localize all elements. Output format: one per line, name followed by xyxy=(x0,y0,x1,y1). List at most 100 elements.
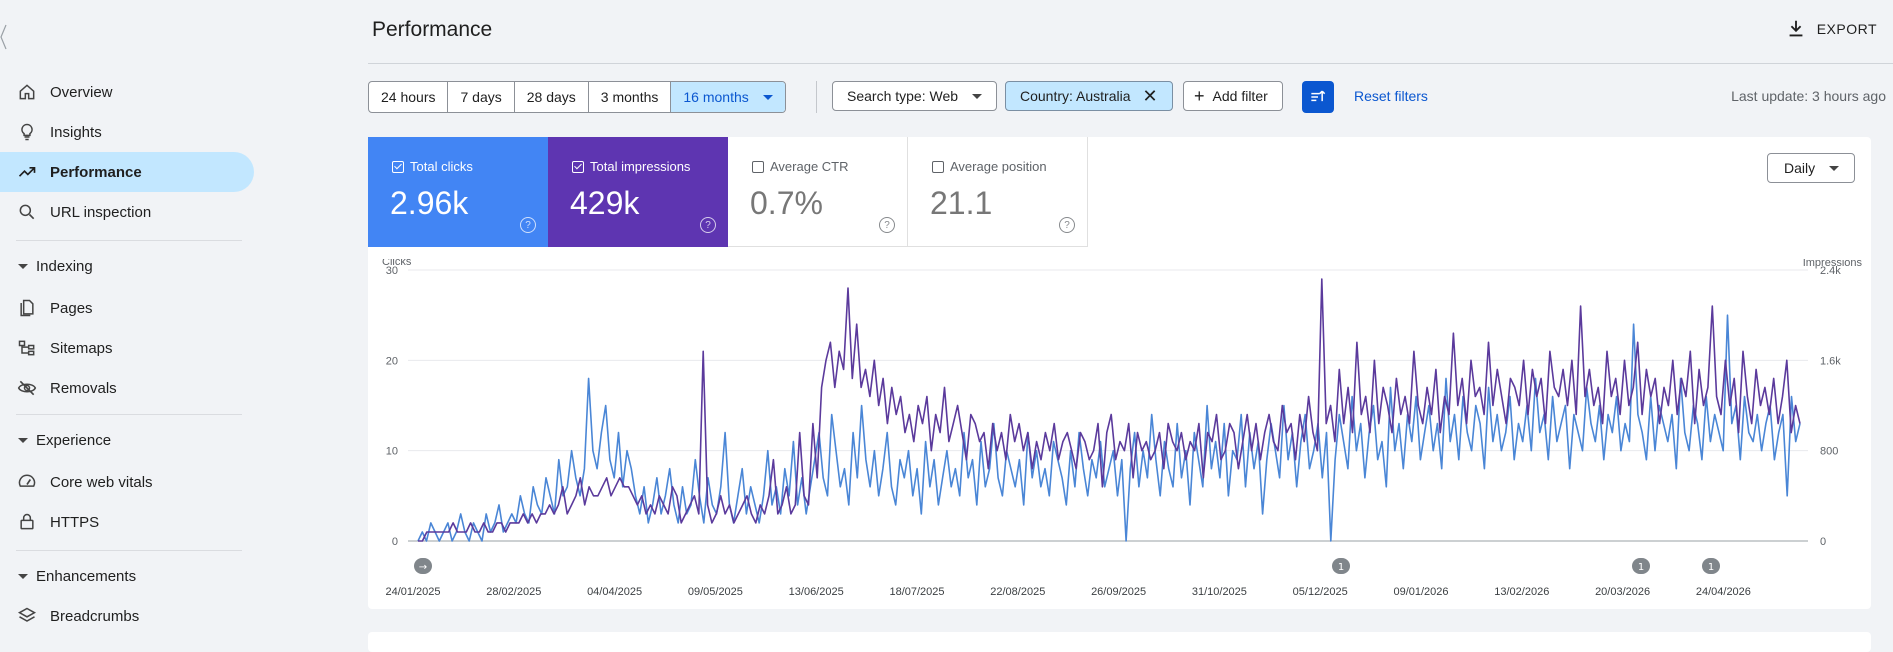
metric-average-position[interactable]: Average position 21.1 ? xyxy=(908,137,1088,247)
x-tick-label: 24/04/2026 xyxy=(1696,586,1751,598)
annotation-marker xyxy=(1702,558,1720,574)
range-7-days[interactable]: 7 days xyxy=(448,82,515,112)
checkbox-icon[interactable] xyxy=(932,160,944,173)
metric-label: Average CTR xyxy=(770,159,849,174)
dropdown-arrow-icon xyxy=(1829,165,1840,171)
sidebar-item-label: Removals xyxy=(50,379,117,397)
help-icon[interactable]: ? xyxy=(700,217,716,233)
country-filter[interactable]: Country: Australia ✕ xyxy=(1005,81,1173,111)
annotation-marker xyxy=(414,558,432,574)
filter-settings-button[interactable] xyxy=(1302,81,1334,113)
range-16-months[interactable]: 16 months xyxy=(671,82,785,112)
trending-up-icon xyxy=(16,161,38,183)
caret-down-icon xyxy=(18,573,28,579)
sidebar-item-url-inspection[interactable]: URL inspection xyxy=(0,192,254,232)
sidebar-item-insights[interactable]: Insights xyxy=(0,112,254,152)
left-axis-label: Clicks xyxy=(382,259,412,268)
checkbox-icon[interactable] xyxy=(392,160,404,173)
performance-card: Total clicks 2.96k ? Total impressions 4… xyxy=(368,137,1871,609)
sidebar-item-breadcrumbs[interactable]: Breadcrumbs xyxy=(0,596,254,636)
x-tick-label: 20/03/2026 xyxy=(1595,586,1650,598)
section-enhancements[interactable]: Enhancements xyxy=(0,558,240,594)
x-tick-label: 05/12/2025 xyxy=(1293,586,1348,598)
range-3-months[interactable]: 3 months xyxy=(589,82,672,112)
gauge-icon xyxy=(16,471,38,493)
range-label: 28 days xyxy=(526,89,576,105)
sidebar-item-sitemaps[interactable]: Sitemaps xyxy=(0,328,254,368)
search-type-filter[interactable]: Search type: Web xyxy=(832,81,998,111)
sidebar-divider xyxy=(16,240,242,241)
layers-icon xyxy=(16,605,38,627)
collapse-arrow-icon[interactable] xyxy=(0,22,8,52)
performance-chart: Clicks Impressions 30 2.4k 20 1.6k 10 800 0 0 24/0… xyxy=(382,259,1863,598)
x-tick-label: 04/04/2025 xyxy=(587,586,642,598)
date-range-selector: 24 hours 7 days 28 days 3 months 16 mont… xyxy=(368,81,786,113)
metric-value: 0.7% xyxy=(750,185,823,221)
last-update-text: Last update: 3 hours ago xyxy=(1731,88,1886,104)
metric-label: Total clicks xyxy=(410,159,473,174)
x-tick-label: 26/09/2025 xyxy=(1091,586,1146,598)
series-line-clicks xyxy=(417,314,1801,542)
left-tick-label: 0 xyxy=(392,536,398,548)
checkbox-icon[interactable] xyxy=(572,160,584,173)
page-title: Performance xyxy=(372,18,493,41)
help-icon[interactable]: ? xyxy=(1059,217,1075,233)
sidebar-item-label: Core web vitals xyxy=(50,473,153,491)
metric-label: Average position xyxy=(950,159,1047,174)
range-label: 7 days xyxy=(460,89,502,105)
download-icon xyxy=(1789,20,1803,37)
metric-total-impressions[interactable]: Total impressions 429k ? xyxy=(548,137,728,247)
metric-average-ctr[interactable]: Average CTR 0.7% ? xyxy=(728,137,908,247)
granularity-dropdown[interactable]: Daily xyxy=(1767,153,1855,183)
sidebar-divider xyxy=(16,414,242,415)
range-24-hours[interactable]: 24 hours xyxy=(369,82,449,112)
sidebar-item-label: Insights xyxy=(50,123,102,141)
dropdown-arrow-icon xyxy=(762,94,773,100)
sidebar-item-removals[interactable]: Removals xyxy=(0,368,254,408)
right-tick-label: 0 xyxy=(1820,536,1826,548)
close-icon[interactable]: ✕ xyxy=(1142,86,1158,106)
section-indexing[interactable]: Indexing xyxy=(0,248,240,284)
granularity-label: Daily xyxy=(1784,160,1816,176)
sidebar-item-label: HTTPS xyxy=(50,513,100,531)
search-icon xyxy=(16,201,38,223)
sidebar-item-label: URL inspection xyxy=(50,203,152,221)
range-label: 16 months xyxy=(683,89,749,105)
help-icon[interactable]: ? xyxy=(879,217,895,233)
home-icon xyxy=(16,81,38,103)
right-tick-label: 1.6k xyxy=(1820,355,1841,367)
export-label: EXPORT xyxy=(1816,21,1877,37)
checkbox-icon[interactable] xyxy=(752,160,764,173)
sitemap-icon xyxy=(16,337,38,359)
lock-icon xyxy=(16,511,38,533)
left-tick-label: 30 xyxy=(386,265,398,277)
section-experience[interactable]: Experience xyxy=(0,422,240,458)
metric-label: Total impressions xyxy=(590,159,691,174)
sidebar-item-https[interactable]: HTTPS xyxy=(0,502,254,542)
pages-icon xyxy=(16,297,38,319)
country-label: Country: Australia xyxy=(1020,88,1131,104)
x-tick-label: 24/01/2025 xyxy=(385,586,440,598)
sidebar-item-performance[interactable]: Performance xyxy=(0,152,254,192)
add-filter-label: Add filter xyxy=(1212,88,1268,104)
metric-total-clicks[interactable]: Total clicks 2.96k ? xyxy=(368,137,548,247)
help-icon[interactable]: ? xyxy=(520,217,536,233)
annotation-label: → xyxy=(419,562,427,573)
export-button[interactable]: EXPORT xyxy=(1785,18,1877,40)
sidebar: Overview Insights Performance URL inspec… xyxy=(0,70,262,640)
x-tick-label: 22/08/2025 xyxy=(990,586,1045,598)
sidebar-item-overview[interactable]: Overview xyxy=(0,72,254,112)
filter-sort-icon xyxy=(1311,90,1326,102)
section-label: Enhancements xyxy=(36,567,137,585)
section-label: Indexing xyxy=(36,257,93,275)
caret-down-icon xyxy=(18,437,28,443)
sidebar-item-label: Performance xyxy=(50,163,142,181)
x-tick-label: 18/07/2025 xyxy=(889,586,944,598)
sidebar-item-core-web-vitals[interactable]: Core web vitals xyxy=(0,462,254,502)
range-28-days[interactable]: 28 days xyxy=(515,82,589,112)
annotation-label: 1 xyxy=(1708,562,1714,573)
sidebar-item-pages[interactable]: Pages xyxy=(0,288,254,328)
add-filter-button[interactable]: + Add filter xyxy=(1183,81,1283,111)
x-tick-label: 09/01/2026 xyxy=(1393,586,1448,598)
reset-filters-link[interactable]: Reset filters xyxy=(1354,88,1428,104)
